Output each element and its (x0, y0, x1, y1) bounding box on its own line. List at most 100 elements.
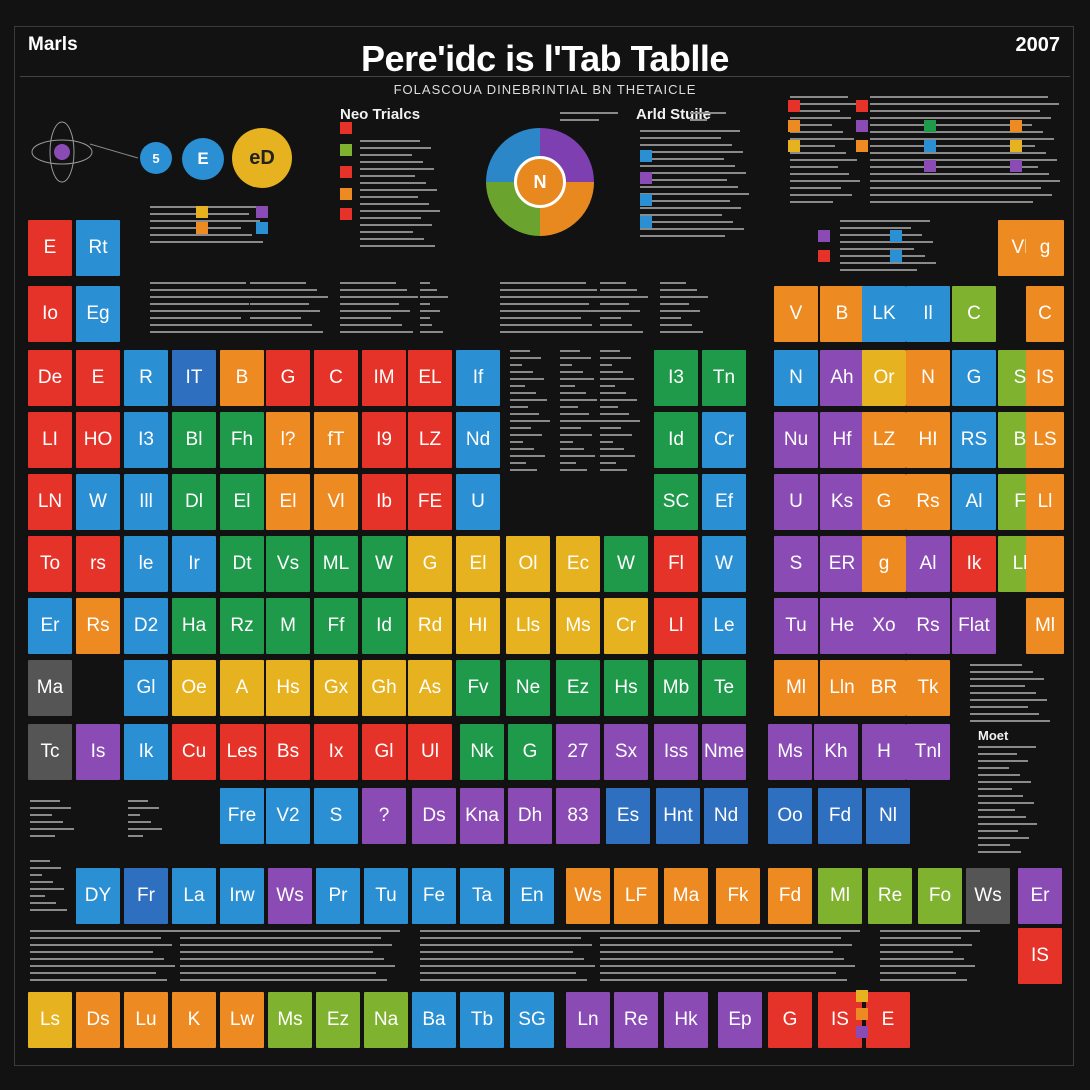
fine-print-line (560, 448, 584, 450)
element-tile: LZ (862, 412, 906, 468)
fine-print-line (500, 317, 581, 319)
fine-print-line (600, 413, 629, 415)
fine-print-line (640, 221, 733, 223)
element-tile: Gl (362, 724, 406, 780)
fine-print-line (660, 296, 708, 298)
fine-print-line (880, 937, 961, 939)
fine-print-line (30, 944, 172, 946)
fine-print-line (870, 145, 945, 147)
element-tile: LK (862, 286, 906, 342)
fine-print-line (500, 282, 586, 284)
fine-print-line (978, 795, 1023, 797)
element-tile: Fv (456, 660, 500, 716)
fine-print-line (250, 310, 320, 312)
section-label-bottom-right: Moet (978, 728, 1009, 743)
fine-print-line (600, 331, 643, 333)
fine-print-line (930, 145, 1035, 147)
legend-swatch (340, 208, 352, 220)
fine-print-line (660, 289, 697, 291)
element-tile: De (28, 350, 72, 406)
element-tile: Tb (460, 992, 504, 1048)
element-tile: Irw (220, 868, 264, 924)
fine-print-line (250, 282, 306, 284)
fine-print-line (600, 317, 621, 319)
fine-print-line (510, 462, 526, 464)
legend-swatch (788, 140, 800, 152)
fine-print-line (880, 951, 953, 953)
element-tile: M (266, 598, 310, 654)
fine-print-line (790, 173, 849, 175)
element-tile: Cr (702, 412, 746, 468)
element-tile: Ws (566, 868, 610, 924)
fine-print-line (500, 310, 600, 312)
fine-print-line (360, 224, 432, 226)
element-tile: Oe (172, 660, 216, 716)
fine-print-line (600, 289, 637, 291)
fine-print-line (930, 138, 1054, 140)
element-tile: Hk (664, 992, 708, 1048)
fine-print-line (600, 972, 836, 974)
element-tile: N (906, 350, 950, 406)
connector-line (89, 143, 139, 159)
element-tile: Ls (28, 992, 72, 1048)
element-tile: Ln (566, 992, 610, 1048)
fine-print-line (560, 357, 591, 359)
element-tile: Gh (362, 660, 406, 716)
element-tile: As (408, 660, 452, 716)
fine-print-line (340, 296, 418, 298)
fine-print-line (500, 289, 597, 291)
element-tile: U (456, 474, 500, 530)
element-tile: Kna (460, 788, 504, 844)
fine-print-line (930, 173, 1049, 175)
fine-print-line (600, 282, 626, 284)
element-tile: Oo (768, 788, 812, 844)
element-tile: Na (364, 992, 408, 1048)
element-tile: Tc (28, 724, 72, 780)
fine-print-line (640, 207, 741, 209)
fine-print-line (30, 895, 45, 897)
element-tile: Ne (506, 660, 550, 716)
element-tile: Le (702, 598, 746, 654)
element-tile: N (774, 350, 818, 406)
element-tile: ? (362, 788, 406, 844)
element-tile: Hs (266, 660, 310, 716)
fine-print-line (360, 175, 415, 177)
fine-print-line (510, 448, 534, 450)
element-tile: Ff (314, 598, 358, 654)
fine-print-line (930, 103, 1059, 105)
fine-print-line (510, 441, 523, 443)
fine-print-line (250, 331, 323, 333)
fine-print-line (978, 823, 1037, 825)
fine-print-line (30, 814, 52, 816)
fine-print-line (880, 972, 956, 974)
fine-print-line (690, 112, 726, 114)
legend-swatch (640, 172, 652, 184)
fine-print-line (600, 420, 640, 422)
element-tile: FE (408, 474, 452, 530)
element-tile: En (510, 868, 554, 924)
fine-print-line (600, 448, 624, 450)
fine-print-line (840, 262, 936, 264)
element-tile: Tk (906, 660, 950, 716)
fine-print-line (510, 371, 533, 373)
fine-print-line (560, 112, 618, 114)
fine-print-line (420, 317, 430, 319)
fine-print-line (150, 331, 263, 333)
fine-print-line (930, 194, 1052, 196)
element-tile: S (314, 788, 358, 844)
fine-print-line (180, 944, 392, 946)
fine-print-line (500, 324, 592, 326)
element-tile: La (172, 868, 216, 924)
fine-print-line (880, 944, 972, 946)
fine-print-line (600, 364, 612, 366)
element-tile: Er (1018, 868, 1062, 924)
fine-print-line (840, 241, 933, 243)
element-tile: Ml (1026, 598, 1064, 654)
element-tile: Ik (952, 536, 996, 592)
element-tile: Ez (556, 660, 600, 716)
element-tile: LF (614, 868, 658, 924)
fine-print-line (600, 385, 615, 387)
fine-print-line (640, 186, 738, 188)
fine-print-line (360, 140, 420, 142)
legend-swatch (856, 1026, 868, 1038)
